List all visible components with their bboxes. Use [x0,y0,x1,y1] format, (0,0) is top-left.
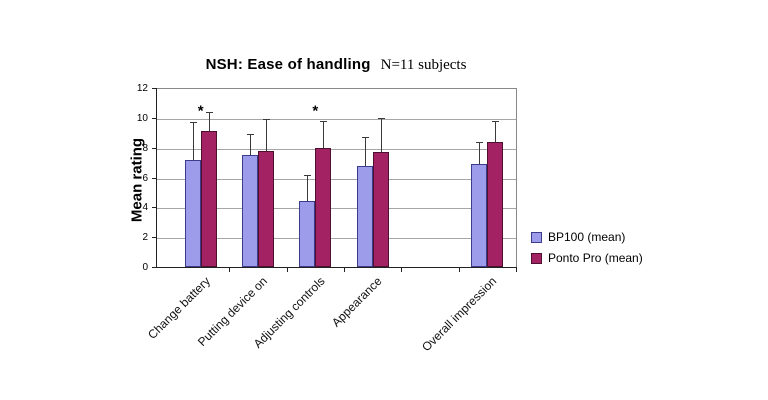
bar-bp100 [299,201,316,267]
error-bar [323,120,325,148]
chart-title-main: NSH: Ease of handling [205,56,371,73]
y-tick [152,117,156,119]
x-tick [286,268,288,272]
gridline [156,208,516,210]
bar-bp100 [241,155,258,267]
legend-swatch-ponto-pro [531,252,542,264]
y-tick-label: 10 [136,112,148,124]
y-tick-label: 4 [142,202,148,214]
legend-swatch-bp100 [531,231,542,243]
error-bar-cap [205,111,213,113]
bar-bp100 [184,159,201,267]
significance-asterisk: * [197,102,204,120]
legend-item-ponto-pro: Ponto Pro (mean) [531,251,643,265]
error-bar [208,111,210,132]
gridline [156,148,516,150]
legend: BP100 (mean) Ponto Pro (mean) [531,230,643,272]
error-bar [479,141,481,165]
y-tick-label: 0 [142,262,148,273]
gridline [156,118,516,120]
bar-ponto-pro [487,141,504,267]
y-tick [152,147,156,149]
y-tick [152,88,156,89]
y-tick [152,237,156,239]
significance-asterisk: * [312,102,319,120]
y-tick [152,267,156,268]
legend-label-ponto-pro: Ponto Pro (mean) [548,251,643,265]
x-tick [343,268,345,272]
x-axis-line [152,267,517,268]
y-tick-label: 12 [136,83,148,94]
chart-title: NSH: Ease of handling N=11 subjects [156,56,516,74]
error-bar-cap [476,141,484,143]
error-bar-cap [492,120,500,122]
error-bar [192,122,194,160]
error-bar-cap [377,117,385,119]
x-tick [229,268,231,272]
error-bar [307,174,309,202]
error-bar [495,120,497,142]
error-bar-cap [304,174,312,176]
error-bar [380,117,382,153]
bar-ponto-pro [200,131,217,267]
bar-bp100 [356,165,373,267]
error-bar [364,137,366,166]
error-bar-cap [361,137,369,139]
x-category-label: Appearance [328,274,385,330]
error-bar [249,134,251,156]
y-tick-label: 2 [142,232,148,244]
error-bar-cap [246,134,254,136]
gridline [156,178,516,180]
y-axis-line [156,88,157,268]
bar-bp100 [471,164,488,267]
legend-label-bp100: BP100 (mean) [548,230,626,244]
x-tick [458,268,460,272]
x-tick [515,268,517,272]
bar-ponto-pro [257,150,274,267]
x-tick [401,268,403,272]
x-category-label: Overall impression [418,274,500,355]
y-tick [152,177,156,179]
y-tick [152,207,156,209]
chart-title-subtitle: N=11 subjects [380,57,467,73]
bar-ponto-pro [315,147,332,267]
legend-item-bp100: BP100 (mean) [531,230,643,244]
error-bar-cap [262,119,270,121]
y-tick-label: 6 [142,172,148,184]
error-bar-cap [320,120,328,122]
error-bar [265,119,267,151]
y-tick-label: 8 [142,142,148,154]
gridline [156,238,516,240]
bar-ponto-pro [372,152,389,267]
error-bar-cap [189,122,197,124]
